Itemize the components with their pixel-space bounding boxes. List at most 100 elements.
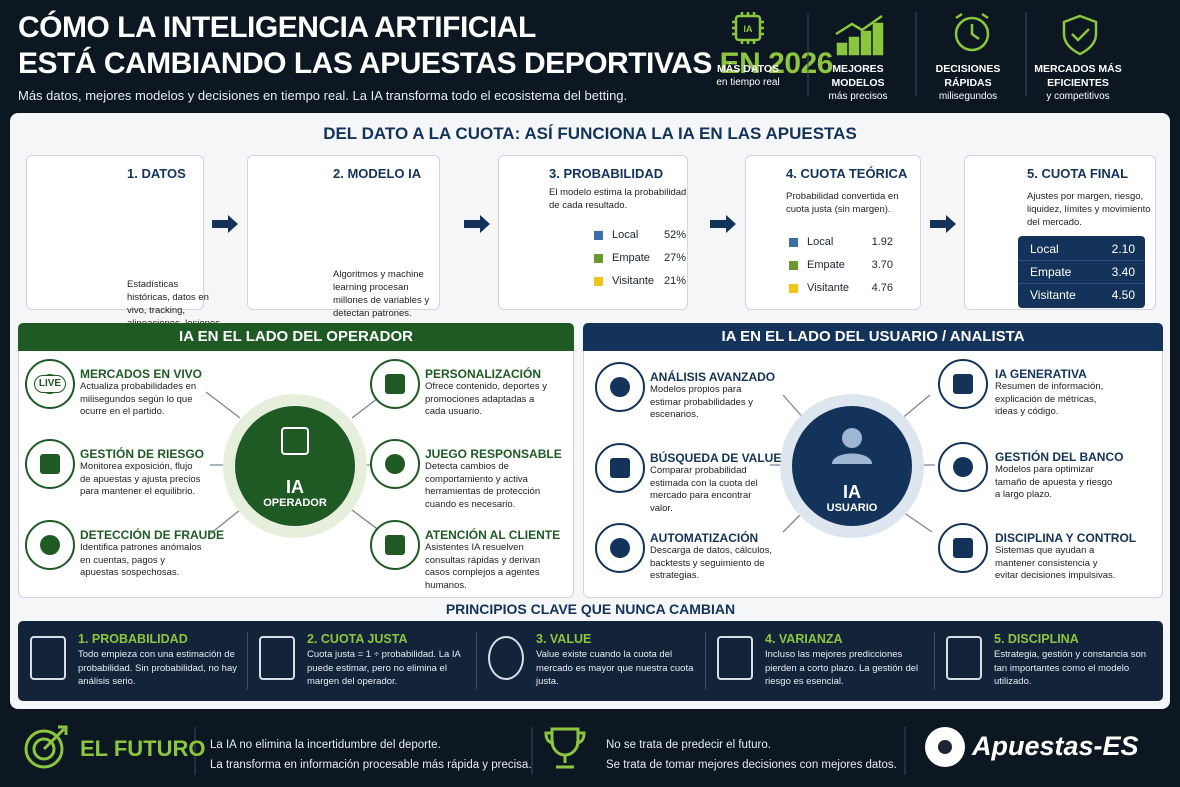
item-icon xyxy=(370,359,420,409)
user-title: IA EN EL LADO DEL USUARIO / ANALISTA xyxy=(583,323,1163,351)
item-title: GESTIÓN DEL BANCO xyxy=(995,450,1124,464)
step-text: Algoritmos y machine learning procesan m… xyxy=(333,269,430,319)
item-title: MERCADOS EN VIVO xyxy=(80,367,203,381)
legend-swatch xyxy=(594,230,603,240)
final-odds-label: Empate xyxy=(1030,265,1072,279)
item-icon xyxy=(938,359,988,409)
step-box: 3. PROBABILIDAD El modelo estima la proba… xyxy=(498,155,688,310)
final-odds-row: Visitante 4.50 xyxy=(1018,283,1145,306)
item-icon xyxy=(370,439,420,489)
badge: MÁS DATOS en tiempo real xyxy=(696,62,800,90)
principle-icon xyxy=(259,636,295,680)
principle-icon xyxy=(946,636,982,680)
fair-odds-row: Empate 3.70 xyxy=(789,259,893,271)
badge-title: MERCADOS MÁS EFICIENTES xyxy=(1034,63,1122,89)
item-icon-core xyxy=(385,374,405,394)
item-icon-core xyxy=(953,457,973,477)
operator-center-1: IA xyxy=(286,477,304,497)
item-text: Comparar probabilidad estimada con la cu… xyxy=(650,465,758,514)
probability-value: 27% xyxy=(663,252,686,264)
operator-center-2: OPERADOR xyxy=(263,497,327,509)
item-icon-core xyxy=(40,454,60,474)
principle-divider xyxy=(705,632,706,690)
principle-divider xyxy=(247,632,248,690)
item-icon xyxy=(370,520,420,570)
item-icon xyxy=(25,439,75,489)
item-text: Detecta cambios de comportamiento y acti… xyxy=(425,461,541,510)
fair-odds-item: Local xyxy=(789,236,833,248)
step-text: Ajustes por margen, riesgo, liquidez, lí… xyxy=(1027,191,1151,228)
step-text: Probabilidad convertida en cuota justa (… xyxy=(786,191,899,215)
badge: MERCADOS MÁS EFICIENTES y competitivos xyxy=(1026,62,1130,104)
item-icon-core xyxy=(953,374,973,394)
item-text: Asistentes IA resuelven consultas rápida… xyxy=(425,542,541,591)
title-line2: ESTÁ CAMBIANDO LAS APUESTAS DEPORTIVAS E… xyxy=(18,48,833,80)
badge-sub: milisegundos xyxy=(938,91,998,102)
probability-value: 21% xyxy=(663,275,686,287)
step-box: 1. DATOS Estadísticas históricas, datos e… xyxy=(26,155,223,342)
fair-odds-label: Visitante xyxy=(807,282,849,294)
fair-odds-row: Visitante 4.76 xyxy=(789,282,893,294)
item-text: Ofrece contenido, deportes y promociones… xyxy=(425,381,547,417)
subtitle: Más datos, mejores modelos y decisiones … xyxy=(18,88,628,103)
item-icon-core xyxy=(385,535,405,555)
principle-icon xyxy=(717,636,753,680)
hub-art xyxy=(205,391,935,538)
item-icon-core xyxy=(610,377,630,397)
item-icon-core xyxy=(610,538,630,558)
principle-text: Incluso las mejores predicciones pierden… xyxy=(765,649,919,687)
item-text: Resumen de información, explicación de m… xyxy=(995,381,1104,417)
item-icon xyxy=(25,520,75,570)
badge: MEJORES MODELOS más precisos xyxy=(806,62,910,104)
item-text: Identifica patrones anómalos en cuentas,… xyxy=(80,542,202,578)
item-icon-core xyxy=(953,538,973,558)
fair-odds-label: Empate xyxy=(807,259,845,271)
brand: Apuestas-ES xyxy=(972,731,1139,761)
footer-title: EL FUTURO xyxy=(80,736,206,761)
fair-odds-swatch xyxy=(789,283,798,293)
step-box: 4. CUOTA TEÓRICA Probabilidad convertida … xyxy=(745,155,921,310)
user-center-2: USUARIO xyxy=(826,502,878,514)
principle-divider xyxy=(476,632,477,690)
live-badge: LIVE xyxy=(34,375,66,393)
item-icon-core xyxy=(610,458,630,478)
final-odds-value: 2.10 xyxy=(1111,242,1135,256)
principle-text: Estrategia, gestión y constancia son tan… xyxy=(994,649,1147,687)
final-odds-value: 3.40 xyxy=(1111,265,1135,279)
item-icon xyxy=(938,523,988,573)
principle-text: Todo empieza con una estimación de proba… xyxy=(78,649,237,687)
item-text: Descarga de datos, cálculos, backtests y… xyxy=(650,545,772,581)
principle-divider xyxy=(934,632,935,690)
step-title: 1. DATOS xyxy=(127,166,186,181)
legend-label: Local xyxy=(612,229,639,241)
step-box: 2. MODELO IA Algoritmos y machine learnin… xyxy=(247,155,440,319)
final-odds-table: Local 2.10 Empate 3.40 Visitante 4.50 xyxy=(1018,236,1145,308)
item-icon-core xyxy=(40,535,60,555)
step-text: El modelo estima la probabilidad de cada… xyxy=(549,187,687,211)
principle-icon xyxy=(488,636,524,680)
step-title: 5. CUOTA FINAL xyxy=(1027,166,1129,181)
final-odds-row: Local 2.10 xyxy=(1018,238,1145,260)
legend-swatch xyxy=(594,276,603,286)
badge-title: MÁS DATOS xyxy=(716,63,780,75)
legend-swatch xyxy=(594,253,603,263)
item-text: Monitorea exposición, flujo de apuestas … xyxy=(80,461,201,497)
principle-text: Value existe cuando la cuota del mercado… xyxy=(536,649,694,687)
item-title: PERSONALIZACIÓN xyxy=(425,367,542,381)
item-title: ANÁLISIS AVANZADO xyxy=(650,370,776,384)
item-text: Sistemas que ayudan a mantener consisten… xyxy=(995,545,1116,581)
fair-odds-value: 4.76 xyxy=(871,282,893,294)
badge-sub: y competitivos xyxy=(1046,91,1110,102)
item-title: AUTOMATIZACIÓN xyxy=(650,531,759,545)
probability-row: Visitante 21% xyxy=(594,275,686,287)
fair-odds-label: Local xyxy=(807,236,834,248)
probability-row: Empate 27% xyxy=(594,252,686,264)
step-title: 2. MODELO IA xyxy=(333,166,422,181)
legend-item: Visitante xyxy=(594,275,654,287)
flow-title: DEL DATO A LA CUOTA: ASÍ FUNCIONA LA IA … xyxy=(323,124,857,143)
footer-art xyxy=(24,725,965,775)
fair-odds-item: Visitante xyxy=(789,282,849,294)
footer-text1-2: La transforma en información procesable … xyxy=(210,759,532,771)
item-title: BÚSQUEDA DE VALUE xyxy=(650,451,782,465)
chip-label: IA xyxy=(744,24,754,34)
